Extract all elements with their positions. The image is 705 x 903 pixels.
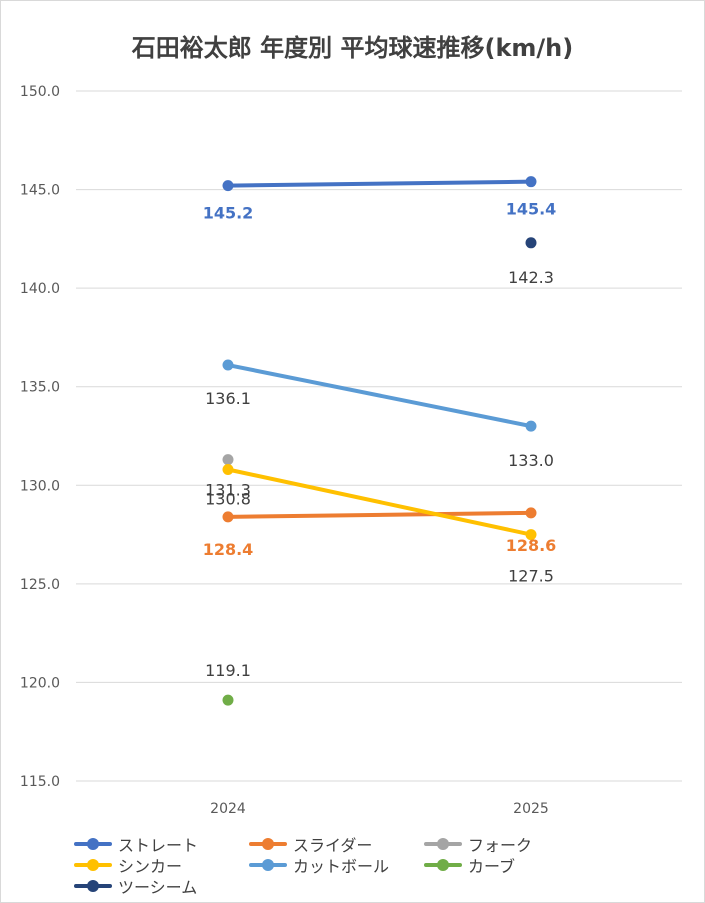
- data-label: 133.0: [508, 451, 554, 470]
- y-tick-label: 120.0: [20, 675, 60, 691]
- legend-item: スライダー: [247, 833, 372, 855]
- legend-label: スライダー: [293, 836, 373, 855]
- legend-swatch: [72, 875, 114, 897]
- y-tick-label: 125.0: [20, 577, 60, 593]
- series-line: [226, 363, 533, 429]
- data-label: 136.1: [205, 389, 251, 408]
- y-tick-label: 140.0: [20, 281, 60, 297]
- series-line: [226, 510, 533, 519]
- legend-swatch: [247, 854, 289, 876]
- legend-label: フォーク: [468, 836, 533, 855]
- legend-item: カットボール: [247, 854, 389, 876]
- legend-item: カーブ: [422, 854, 515, 876]
- data-point: [222, 694, 234, 706]
- legend-marker: [87, 859, 99, 871]
- y-tick-label: 130.0: [20, 478, 60, 494]
- data-label: 119.1: [205, 661, 251, 680]
- series-line: [226, 467, 533, 537]
- y-tick-label: 115.0: [20, 774, 60, 790]
- legend-marker: [437, 859, 449, 871]
- legend-marker: [87, 838, 99, 850]
- legend-label: シンカー: [118, 857, 183, 876]
- data-point: [525, 237, 537, 249]
- data-point: [222, 511, 234, 523]
- data-point: [525, 176, 537, 188]
- legend-swatch: [422, 833, 464, 855]
- legend-label: カーブ: [468, 857, 516, 876]
- x-tick-label: 2024: [210, 801, 246, 817]
- legend-marker: [87, 880, 99, 892]
- y-tick-label: 145.0: [20, 183, 60, 199]
- data-point: [222, 464, 234, 476]
- y-tick-label: 135.0: [20, 380, 60, 396]
- legend-item: ツーシーム: [72, 875, 197, 897]
- data-point: [525, 507, 537, 519]
- chart-title: 石田裕太郎 年度別 平均球速推移(km/h): [131, 34, 574, 62]
- legend-swatch: [72, 854, 114, 876]
- legend-item: フォーク: [422, 833, 532, 855]
- legend-label: カットボール: [293, 857, 390, 876]
- legend-swatch: [247, 833, 289, 855]
- legend-swatch: [422, 854, 464, 876]
- data-label: 127.5: [508, 567, 554, 586]
- data-point: [222, 180, 234, 192]
- data-label: 130.8: [205, 490, 251, 509]
- data-point: [525, 529, 537, 541]
- data-label: 128.4: [203, 540, 254, 559]
- legend-marker: [437, 838, 449, 850]
- data-label: 142.3: [508, 268, 554, 287]
- data-point: [525, 420, 537, 432]
- legend-swatch: [72, 833, 114, 855]
- data-point: [222, 454, 234, 466]
- series-line: [226, 179, 533, 188]
- legend-marker: [262, 838, 274, 850]
- legend-item: ストレート: [72, 833, 198, 855]
- data-label: 131.3: [205, 481, 251, 500]
- data-label: 145.2: [203, 204, 254, 223]
- y-tick-label: 150.0: [20, 84, 60, 100]
- x-tick-label: 2025: [513, 801, 549, 817]
- chart-legend: ストレート スライダー フォークシンカー カットボール カーブツーシーム: [72, 833, 672, 899]
- data-label: 145.4: [506, 200, 557, 219]
- data-point: [222, 359, 234, 371]
- data-label: 128.6: [506, 536, 557, 555]
- legend-marker: [262, 859, 274, 871]
- legend-item: シンカー: [72, 854, 182, 876]
- legend-label: ストレート: [118, 836, 199, 855]
- legend-label: ツーシーム: [118, 878, 198, 897]
